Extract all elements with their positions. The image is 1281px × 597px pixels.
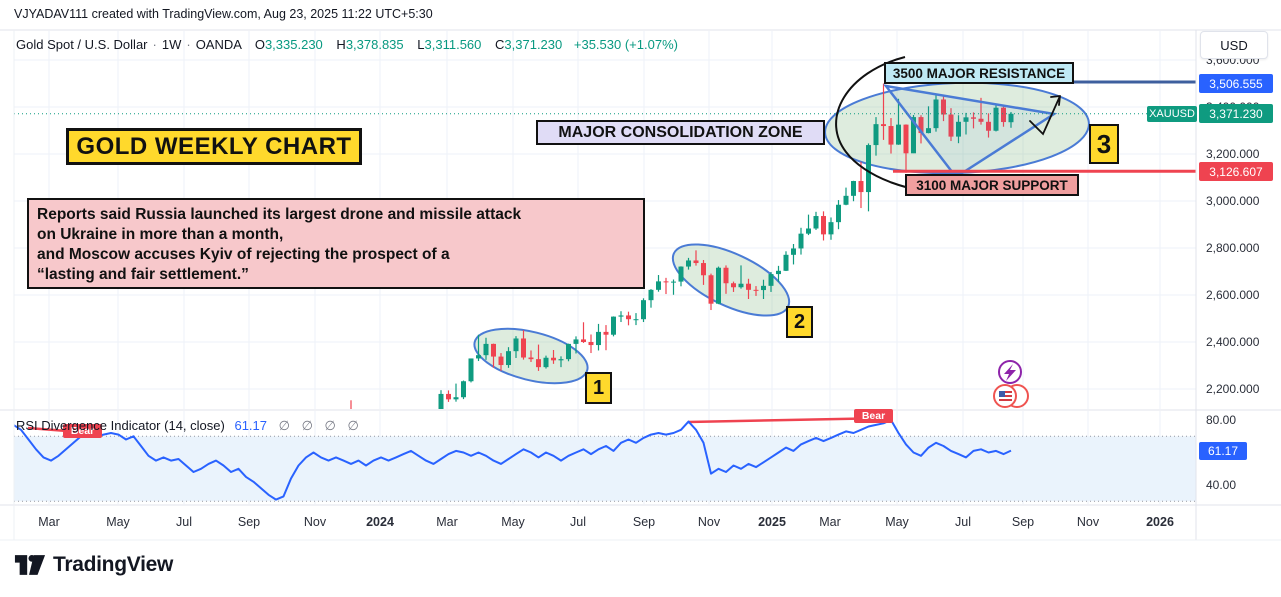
pane-borders	[0, 29, 1281, 541]
symbol-tag: XAUUSD	[1147, 106, 1197, 122]
time-tick-label: May	[501, 515, 525, 529]
time-tick-label: May	[885, 515, 909, 529]
price-tick-label: 3,000.000	[1206, 193, 1260, 208]
resistance-price-tag: 3,506.555	[1199, 74, 1273, 93]
bear-divergence-label: Bear	[63, 424, 102, 438]
time-tick-label: Jul	[955, 515, 971, 529]
time-tick-label: 2025	[758, 515, 786, 529]
indicator-hidden-values: ∅ ∅ ∅ ∅	[278, 418, 363, 433]
tradingview-logo-icon	[14, 554, 46, 575]
event-icons	[993, 360, 1029, 408]
high-value: 3,378.835	[345, 37, 404, 52]
resistance-label-annotation[interactable]: 3500 MAJOR RESISTANCE	[884, 62, 1074, 84]
time-tick-label: Jul	[570, 515, 586, 529]
zone-badge-3[interactable]: 3	[1089, 124, 1119, 164]
separator-dot: ·	[186, 37, 191, 52]
low-key: L	[417, 37, 425, 52]
time-tick-label: May	[106, 515, 130, 529]
news-line: on Ukraine in more than a month,	[37, 226, 284, 243]
open-key: O	[254, 37, 265, 52]
support-label-annotation[interactable]: 3100 MAJOR SUPPORT	[905, 174, 1079, 196]
attribution-text: VJYADAV111 created with TradingView.com,…	[14, 7, 433, 21]
price-tick-label: 3,200.000	[1206, 146, 1260, 161]
time-tick-label: Jul	[176, 515, 192, 529]
time-tick-label: Nov	[697, 515, 721, 529]
news-line: “lasting and fair settlement.”	[37, 266, 249, 283]
last-price-tag: 3,371.230	[1199, 104, 1273, 123]
pennant-triangle[interactable]	[883, 84, 1058, 179]
close-key: C	[495, 37, 505, 52]
exchange-label: OANDA	[195, 37, 242, 52]
zone-badge-2[interactable]: 2	[786, 306, 813, 338]
open-value: 3,335.230	[264, 37, 323, 52]
interval-label[interactable]: 1W	[161, 37, 182, 52]
rsi-tick-label: 40.00	[1206, 477, 1237, 492]
price-tick-label: 2,200.000	[1206, 381, 1260, 396]
news-line: and Moscow accuses Kyiv of rejecting the…	[37, 246, 450, 263]
rsi-tick-label: 80.00	[1206, 412, 1237, 427]
consolidation-label-annotation[interactable]: MAJOR CONSOLIDATION ZONE	[536, 120, 825, 145]
price-tick-label: 2,800.000	[1206, 240, 1260, 255]
time-tick-label: Sep	[237, 515, 261, 529]
low-value: 3,311.560	[424, 37, 482, 52]
tradingview-logo-text: TradingView	[53, 552, 174, 576]
rsi-value-tag: 61.17	[1199, 442, 1247, 460]
indicator-params: (14, close)	[164, 418, 225, 433]
tradingview-logo[interactable]: TradingView	[14, 551, 173, 578]
support-price-tag: 3,126.607	[1199, 162, 1273, 181]
rsi-line	[14, 419, 1012, 501]
high-key: H	[336, 37, 346, 52]
separator-dot: ·	[152, 37, 157, 52]
time-tick-label: Nov	[1076, 515, 1100, 529]
symbol-title[interactable]: Gold Spot / U.S. Dollar	[16, 37, 148, 52]
time-tick-label: 2024	[366, 515, 394, 529]
close-value: 3,371.230	[504, 37, 563, 52]
price-tick-label: 2,600.000	[1206, 287, 1260, 302]
chart-title-annotation[interactable]: GOLD WEEKLY CHART	[66, 128, 362, 165]
currency-usd-button[interactable]: USD	[1200, 31, 1268, 59]
news-annotation[interactable]: Reports said Russia launched its largest…	[27, 198, 645, 289]
breakout-arrow[interactable]	[1029, 95, 1061, 136]
news-line: Reports said Russia launched its largest…	[37, 206, 522, 223]
time-tick-label: Sep	[1011, 515, 1035, 529]
price-change: +35.530 (+1.07%)	[573, 37, 678, 52]
time-tick-label: Mar	[38, 515, 60, 529]
time-tick-label: Mar	[436, 515, 458, 529]
time-tick-label: 2026	[1146, 515, 1174, 529]
time-tick-label: Sep	[632, 515, 656, 529]
bear-divergence-label: Bear	[854, 409, 893, 423]
time-tick-label: Mar	[819, 515, 841, 529]
zone-badge-1[interactable]: 1	[585, 372, 612, 404]
indicator-title-row[interactable]: RSI Divergence Indicator (14, close) 61.…	[16, 418, 363, 434]
price-tick-label: 2,400.000	[1206, 334, 1260, 349]
indicator-value: 61.17	[234, 418, 268, 433]
symbol-header[interactable]: Gold Spot / U.S. Dollar · 1W · OANDA O3,335.…	[16, 37, 678, 52]
time-tick-label: Nov	[303, 515, 327, 529]
indicator-name[interactable]: RSI Divergence Indicator	[16, 418, 161, 433]
